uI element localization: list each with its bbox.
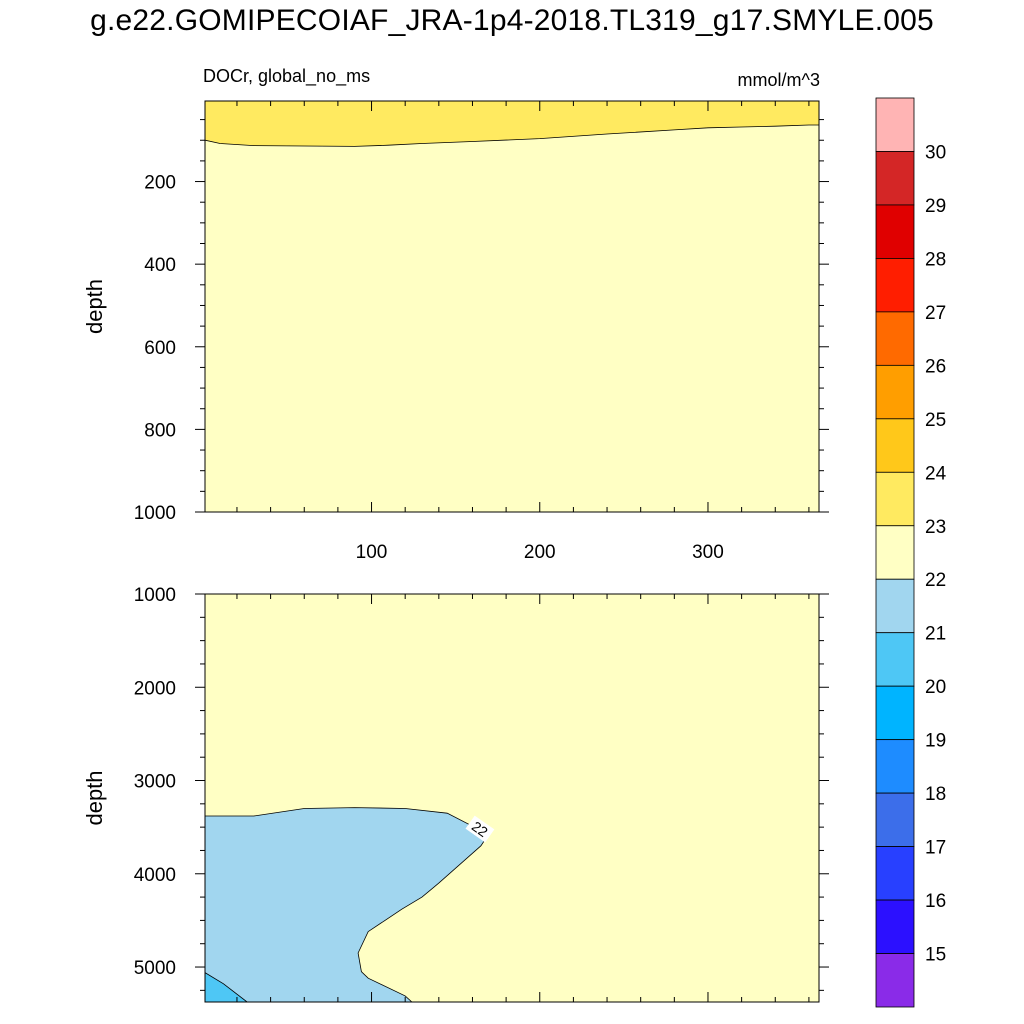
units-label: mmol/m^3 [738, 70, 820, 90]
colorbar-swatch [875, 899, 915, 954]
colorbar-label: 29 [925, 196, 946, 217]
colorbar-swatch [875, 258, 915, 313]
colorbar-label: 16 [925, 891, 946, 912]
y-tick-label: 800 [144, 420, 176, 441]
contour-line [205, 807, 487, 1002]
colorbar-swatch [875, 311, 915, 366]
colorbar-swatch [875, 418, 915, 473]
panel-left-label: DOCr, global_no_ms [203, 66, 370, 87]
contour-label-bg [465, 815, 495, 843]
y-tick-label: 2000 [134, 678, 176, 699]
colorbar-swatch [875, 151, 915, 206]
x-tick-label: 100 [356, 542, 388, 563]
y-axis-label: depth [82, 279, 107, 334]
colorbar-swatch [875, 471, 915, 527]
y-tick-label: 200 [144, 173, 176, 194]
contour-fills [205, 101, 819, 512]
colorbar-label: 20 [925, 677, 946, 698]
colorbar-swatch [875, 204, 915, 259]
region-23-24 [205, 101, 819, 147]
colorbar-swatch [875, 525, 915, 580]
region-22-23 [205, 101, 819, 512]
colorbar-swatch [875, 846, 915, 901]
y-tick-label: 3000 [134, 772, 176, 793]
colorbar-label: 23 [925, 517, 946, 538]
colorbar-label: 27 [925, 303, 946, 324]
plot-frame [204, 100, 820, 513]
colorbar-swatch [875, 685, 915, 741]
colorbar-swatch [875, 364, 915, 420]
region-21-22 [205, 807, 486, 1002]
x-tick-label: 200 [524, 542, 556, 563]
y-axis-label: depth [82, 770, 107, 825]
contour-fills [205, 594, 819, 1002]
x-tick-label: 300 [692, 542, 724, 563]
colorbar-swatch [875, 632, 915, 687]
region-20-21 [205, 972, 248, 1002]
colorbar-swatch [875, 953, 915, 1008]
y-tick-label: 1000 [134, 503, 176, 524]
colorbar-label: 21 [925, 624, 946, 645]
colorbar-label: 17 [925, 838, 946, 859]
colorbar-label: 30 [925, 142, 946, 163]
colorbar-label: 15 [925, 945, 946, 966]
colorbar-swatch [875, 792, 915, 847]
colorbar-swatch [875, 739, 915, 794]
colorbar-swatch [875, 578, 915, 634]
colorbar-label: 28 [925, 249, 946, 270]
y-tick-label: 1000 [134, 585, 176, 606]
colorbar-label: 25 [925, 410, 946, 431]
y-tick-label: 4000 [134, 865, 176, 886]
contour-line [205, 124, 819, 147]
chart-title: g.e22.GOMIPECOIAF_JRA-1p4-2018.TL319_g17… [90, 4, 934, 37]
y-tick-label: 600 [144, 338, 176, 359]
colorbar-label: 26 [925, 356, 946, 377]
colorbar-swatch [875, 97, 915, 152]
colorbar-label: 18 [925, 784, 946, 805]
y-tick-label: 5000 [134, 958, 176, 979]
y-tick-label: 400 [144, 255, 176, 276]
contour-line [205, 972, 248, 1002]
plot-frame [204, 593, 820, 1003]
colorbar-label: 24 [925, 463, 947, 484]
colorbar-label: 22 [925, 570, 946, 591]
panel-upper: 100 200 300 200 400 600 800 1000 depth DOCr, glob… [82, 66, 829, 563]
colorbar-label: 19 [925, 731, 946, 752]
